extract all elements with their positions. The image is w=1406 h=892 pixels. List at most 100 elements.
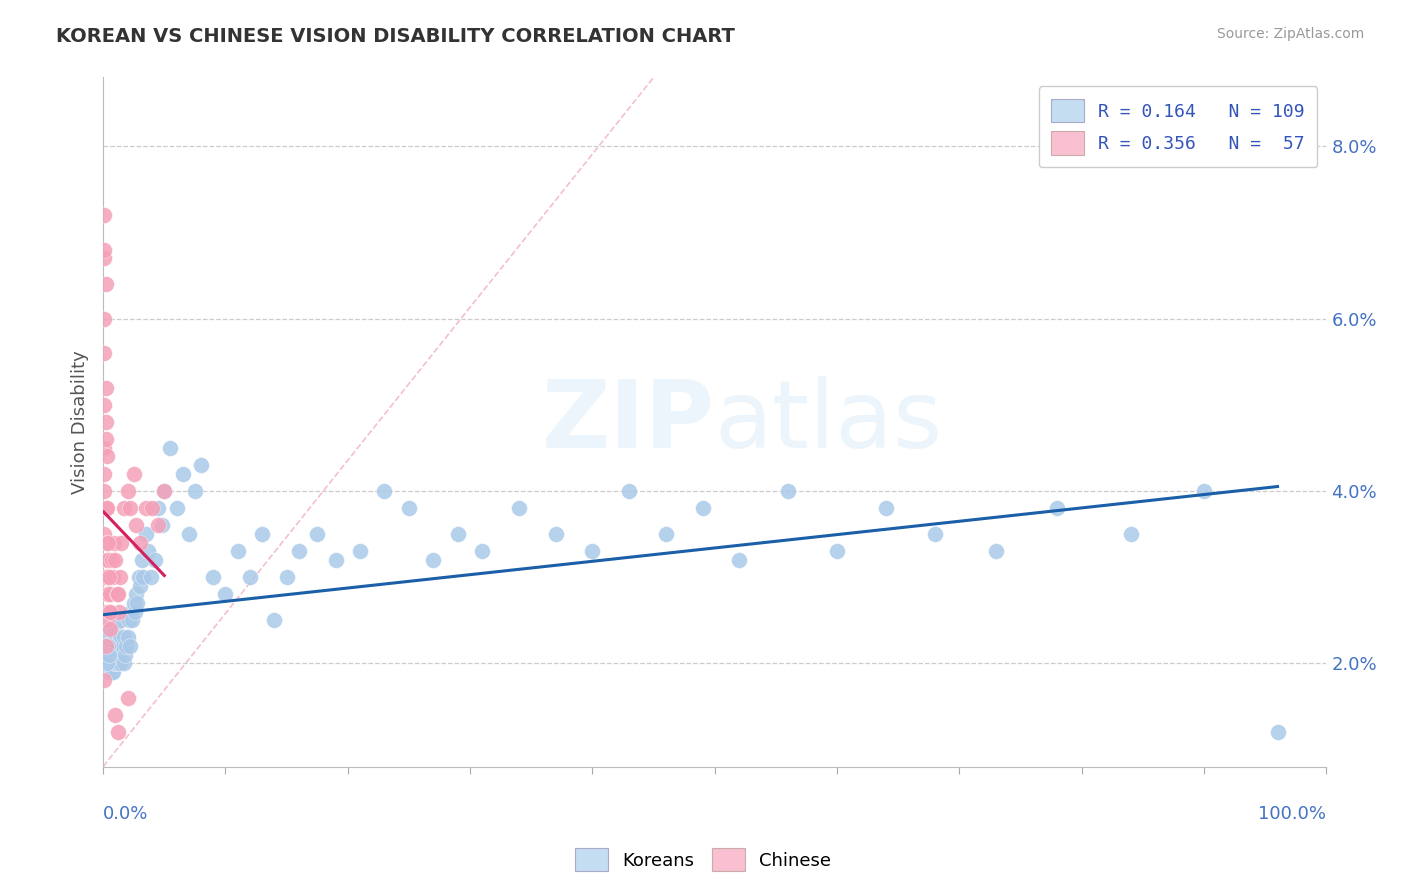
Point	[112, 501, 135, 516]
Point	[108, 631, 131, 645]
Point	[128, 579, 150, 593]
Point	[139, 570, 162, 584]
Point	[98, 665, 121, 679]
Point	[93, 311, 115, 326]
Point	[94, 570, 117, 584]
Point	[98, 570, 121, 584]
Point	[97, 665, 120, 679]
Point	[398, 501, 420, 516]
Point	[98, 648, 121, 662]
Point	[184, 483, 207, 498]
Point	[93, 673, 115, 688]
Point	[103, 535, 125, 549]
Point	[98, 657, 121, 671]
Point	[177, 527, 200, 541]
Point	[94, 415, 117, 429]
Point	[93, 570, 115, 584]
Point	[141, 501, 163, 516]
Point	[100, 587, 122, 601]
Point	[97, 553, 120, 567]
Point	[117, 483, 139, 498]
Point	[117, 631, 139, 645]
Point	[93, 613, 115, 627]
Point	[373, 483, 395, 498]
Point	[471, 544, 494, 558]
Point	[131, 553, 153, 567]
Point	[112, 631, 135, 645]
Point	[96, 657, 118, 671]
Point	[94, 648, 117, 662]
Point	[349, 544, 371, 558]
Point	[100, 631, 122, 645]
Point	[655, 527, 678, 541]
Point	[93, 252, 115, 266]
Point	[101, 631, 124, 645]
Point	[118, 639, 141, 653]
Point	[100, 622, 122, 636]
Point	[325, 553, 347, 567]
Point	[104, 553, 127, 567]
Point	[112, 657, 135, 671]
Point	[127, 596, 149, 610]
Point	[110, 657, 132, 671]
Point	[104, 639, 127, 653]
Point	[96, 631, 118, 645]
Point	[97, 535, 120, 549]
Point	[825, 544, 848, 558]
Point	[96, 648, 118, 662]
Point	[100, 648, 122, 662]
Point	[159, 441, 181, 455]
Point	[110, 639, 132, 653]
Point	[166, 501, 188, 516]
Point	[172, 467, 194, 481]
Point	[94, 639, 117, 653]
Y-axis label: Vision Disability: Vision Disability	[72, 351, 89, 494]
Point	[250, 527, 273, 541]
Point	[97, 622, 120, 636]
Point	[93, 467, 115, 481]
Point	[107, 587, 129, 601]
Point	[98, 639, 121, 653]
Point	[96, 553, 118, 567]
Point	[118, 613, 141, 627]
Text: 0.0%: 0.0%	[103, 805, 149, 823]
Point	[124, 605, 146, 619]
Point	[96, 501, 118, 516]
Point	[110, 570, 132, 584]
Point	[125, 587, 148, 601]
Point	[148, 501, 170, 516]
Point	[94, 277, 117, 292]
Point	[110, 613, 132, 627]
Point	[138, 544, 160, 558]
Point	[97, 639, 120, 653]
Point	[94, 501, 117, 516]
Point	[105, 631, 128, 645]
Point	[98, 570, 121, 584]
Point	[100, 648, 122, 662]
Point	[94, 665, 117, 679]
Point	[107, 657, 129, 671]
Point	[105, 648, 128, 662]
Point	[115, 639, 138, 653]
Text: KOREAN VS CHINESE VISION DISABILITY CORRELATION CHART: KOREAN VS CHINESE VISION DISABILITY CORR…	[56, 27, 735, 45]
Text: 100.0%: 100.0%	[1258, 805, 1326, 823]
Point	[98, 605, 121, 619]
Text: ZIP: ZIP	[541, 376, 714, 468]
Point	[94, 535, 117, 549]
Text: Source: ZipAtlas.com: Source: ZipAtlas.com	[1216, 27, 1364, 41]
Point	[135, 527, 157, 541]
Point	[96, 657, 118, 671]
Point	[110, 631, 132, 645]
Point	[148, 518, 170, 533]
Point	[100, 622, 122, 636]
Point	[118, 501, 141, 516]
Point	[924, 527, 946, 541]
Point	[132, 570, 155, 584]
Point	[422, 553, 444, 567]
Point	[94, 639, 117, 653]
Point	[103, 639, 125, 653]
Legend: Koreans, Chinese: Koreans, Chinese	[568, 841, 838, 879]
Point	[107, 639, 129, 653]
Point	[110, 535, 132, 549]
Point	[100, 605, 122, 619]
